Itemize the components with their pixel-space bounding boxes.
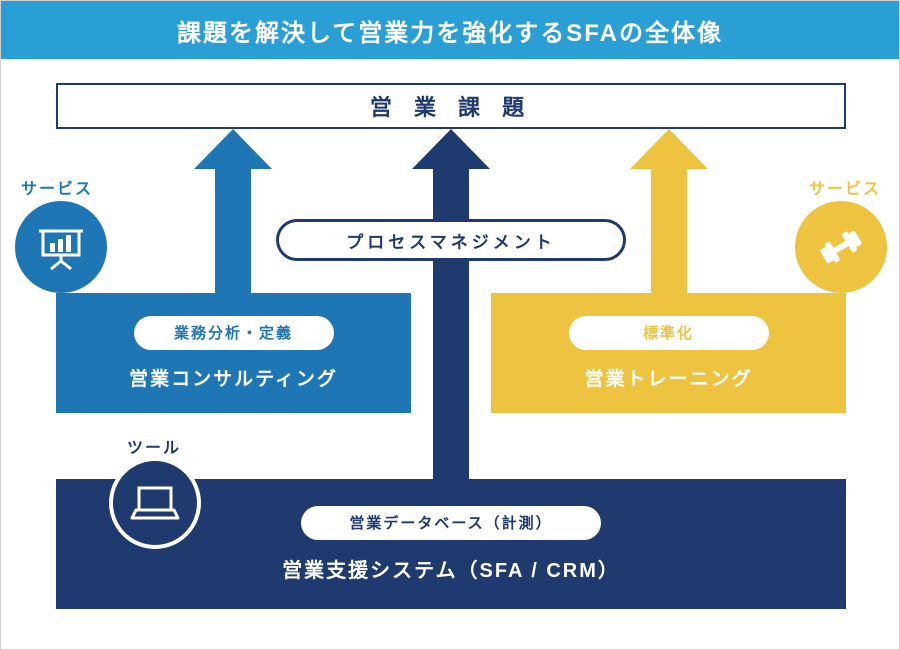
- process-management-label: プロセスマネジメント: [346, 228, 556, 253]
- laptop-icon: [128, 476, 182, 530]
- arrow-center: [412, 129, 490, 479]
- arrow-right-shaft: [651, 169, 687, 293]
- tool-label: ツール: [127, 434, 181, 458]
- consulting-title: 営業コンサルティング: [129, 364, 338, 391]
- header-banner: 課題を解決して営業力を強化するSFAの全体像: [1, 1, 899, 59]
- sfa-subpill: 営業データベース（計測）: [301, 506, 601, 540]
- diagram-frame: 課題を解決して営業力を強化するSFAの全体像 営 業 課 題 プロセスマネジメン…: [0, 0, 900, 650]
- training-subpill: 標準化: [569, 316, 769, 350]
- service-label-left: サービス: [21, 175, 93, 199]
- arrow-right: [630, 129, 708, 293]
- sales-issues-box: 営 業 課 題: [56, 83, 846, 129]
- training-subpill-label: 標準化: [643, 322, 694, 343]
- consulting-block: 業務分析・定義 営業コンサルティング: [56, 293, 411, 413]
- arrow-left-shaft: [215, 169, 251, 293]
- arrow-center-head: [412, 129, 490, 169]
- arrow-left: [194, 129, 272, 293]
- training-title: 営業トレーニング: [584, 364, 752, 391]
- arrow-left-head: [194, 129, 272, 169]
- arrow-right-head: [630, 129, 708, 169]
- sales-issues-label: 営 業 課 題: [370, 90, 532, 122]
- sfa-title: 営業支援システム（SFA / CRM）: [282, 554, 620, 583]
- process-management-pill: プロセスマネジメント: [276, 219, 626, 261]
- presentation-chart-icon: [35, 221, 87, 273]
- consulting-subpill-label: 業務分析・定義: [174, 322, 293, 343]
- sfa-subpill-label: 営業データベース（計測）: [349, 512, 552, 533]
- service-circle-left: [15, 201, 107, 293]
- header-title: 課題を解決して営業力を強化するSFAの全体像: [177, 13, 723, 48]
- consulting-subpill: 業務分析・定義: [134, 316, 334, 350]
- tool-circle: [109, 457, 201, 549]
- service-label-right: サービス: [809, 175, 881, 199]
- service-circle-right: [795, 201, 887, 293]
- dumbbell-icon: [813, 219, 869, 275]
- training-block: 標準化 営業トレーニング: [491, 293, 846, 413]
- arrow-center-shaft: [433, 169, 469, 479]
